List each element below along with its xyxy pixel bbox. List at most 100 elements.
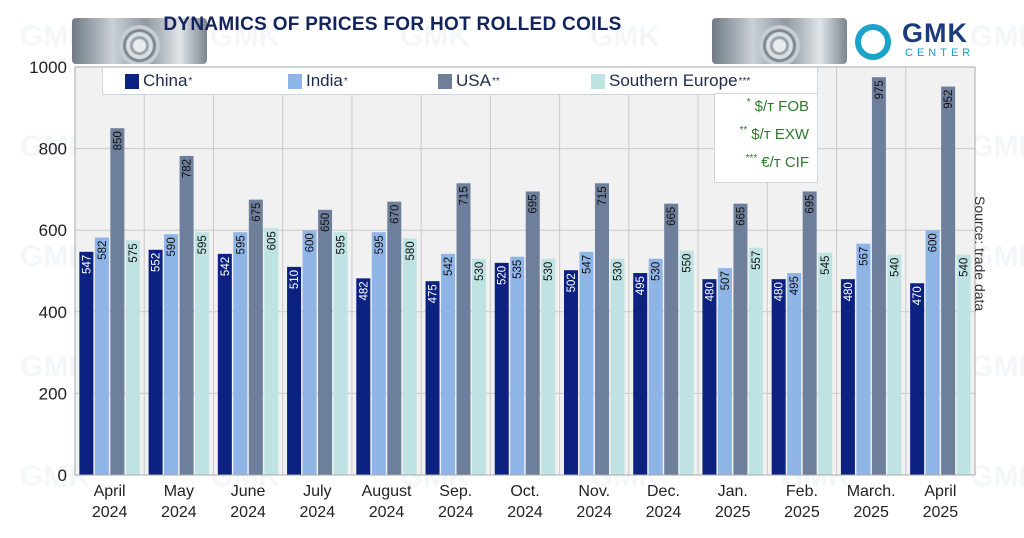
bar: [318, 209, 333, 476]
bar: [579, 251, 594, 475]
bar: [287, 266, 302, 475]
x-tick-label: June 2024: [230, 483, 266, 521]
bar: [910, 283, 925, 475]
bar: [510, 256, 525, 475]
bar: [248, 199, 263, 475]
bar: [195, 232, 210, 475]
legend-label: India: [306, 71, 343, 90]
unit-row-fob: * $/т FOB: [746, 97, 809, 115]
bar-value-label: 482: [358, 281, 370, 300]
bar: [594, 183, 609, 475]
bar-value-label: 495: [635, 276, 647, 295]
y-tick-label: 200: [39, 384, 67, 403]
legend-unit-mark: *: [188, 75, 193, 87]
bar-value-label: 595: [336, 235, 348, 254]
bar-value-label: 480: [843, 282, 855, 301]
bar-value-label: 507: [720, 271, 732, 290]
bar: [802, 191, 817, 475]
bar: [887, 254, 902, 475]
legend-unit-mark: ***: [738, 75, 751, 87]
bar-value-label: 480: [704, 282, 716, 301]
x-tick-label: May 2024: [161, 483, 197, 521]
bar: [787, 273, 802, 475]
legend-swatch: [288, 73, 302, 89]
legend-label: USA: [456, 71, 491, 90]
bar: [856, 243, 871, 475]
legend-unit-mark: *: [343, 75, 348, 87]
steel-coil-image-right: [712, 18, 847, 64]
bar: [333, 232, 348, 475]
bar: [840, 279, 855, 475]
bar: [494, 262, 509, 475]
bar-value-label: 530: [543, 262, 555, 281]
chart-title: DYNAMICS OF PRICES FOR HOT ROLLED COILS: [163, 14, 622, 35]
bar-value-label: 952: [943, 90, 955, 109]
bar: [217, 253, 232, 475]
bar: [148, 249, 163, 475]
bar: [717, 268, 732, 475]
logo-name: GMK: [902, 18, 968, 48]
bar-value-label: 600: [305, 233, 317, 252]
gmk-center-logo: GMK CENTER: [855, 18, 995, 64]
bar-value-label: 550: [682, 254, 694, 273]
y-tick-label: 1000: [29, 58, 67, 77]
unit-row-cif: *** €/т CIF: [745, 153, 809, 171]
bar: [941, 86, 956, 476]
bar: [633, 273, 648, 475]
bar-value-label: 545: [820, 256, 832, 275]
x-tick-label: April 2024: [92, 483, 128, 521]
bar-value-label: 470: [912, 286, 924, 305]
bar: [456, 183, 471, 475]
bar: [441, 253, 456, 475]
bar-value-label: 715: [597, 186, 609, 205]
x-tick-label: Nov. 2024: [576, 483, 612, 521]
bar-value-label: 540: [959, 258, 971, 277]
bar-value-label: 540: [889, 258, 901, 277]
bar: [771, 279, 786, 475]
plot-area: [75, 67, 975, 475]
legend-item: India *: [288, 70, 348, 92]
bar: [387, 201, 402, 475]
bar: [525, 191, 540, 475]
y-tick-label: 0: [58, 466, 67, 485]
bar: [125, 240, 140, 475]
source-note: Source: trade data: [972, 196, 988, 312]
bar-value-label: 605: [266, 231, 278, 250]
bar: [563, 270, 578, 475]
x-tick-label: Jan. 2025: [715, 483, 751, 521]
bar: [302, 230, 317, 475]
bar: [472, 258, 487, 475]
unit-row-exw: ** $/т EXW: [739, 125, 809, 143]
legend-unit-mark: **: [491, 75, 500, 87]
bar-value-label: 590: [166, 237, 178, 256]
bar: [371, 232, 386, 475]
x-tick-label: Feb. 2025: [784, 483, 820, 521]
bar: [679, 250, 694, 475]
bar-value-label: 530: [612, 262, 624, 281]
bar-value-label: 480: [774, 282, 786, 301]
logo-notch: [867, 36, 879, 48]
bar-value-label: 582: [97, 241, 109, 260]
bar: [110, 128, 125, 475]
bar: [648, 258, 663, 475]
logo-ring-icon: [855, 24, 891, 60]
bar-value-label: 595: [235, 235, 247, 254]
bar: [402, 238, 417, 475]
bar-value-label: 665: [666, 207, 678, 226]
x-tick-label: Dec. 2024: [646, 483, 682, 521]
bar-value-label: 495: [789, 276, 801, 295]
legend-swatch: [125, 73, 139, 89]
bar-value-label: 530: [651, 262, 663, 281]
bar-value-label: 695: [528, 194, 540, 213]
legend-swatch: [438, 73, 452, 89]
bar-value-label: 580: [405, 241, 417, 260]
title-banner: [72, 18, 847, 64]
bar-value-label: 557: [751, 251, 763, 270]
legend-item: USA **: [438, 70, 500, 92]
bar: [818, 252, 833, 475]
bar-value-label: 665: [735, 207, 747, 226]
bar-value-label: 510: [289, 270, 301, 289]
legend-item: Southern Europe ***: [591, 70, 750, 92]
bar: [956, 254, 971, 475]
